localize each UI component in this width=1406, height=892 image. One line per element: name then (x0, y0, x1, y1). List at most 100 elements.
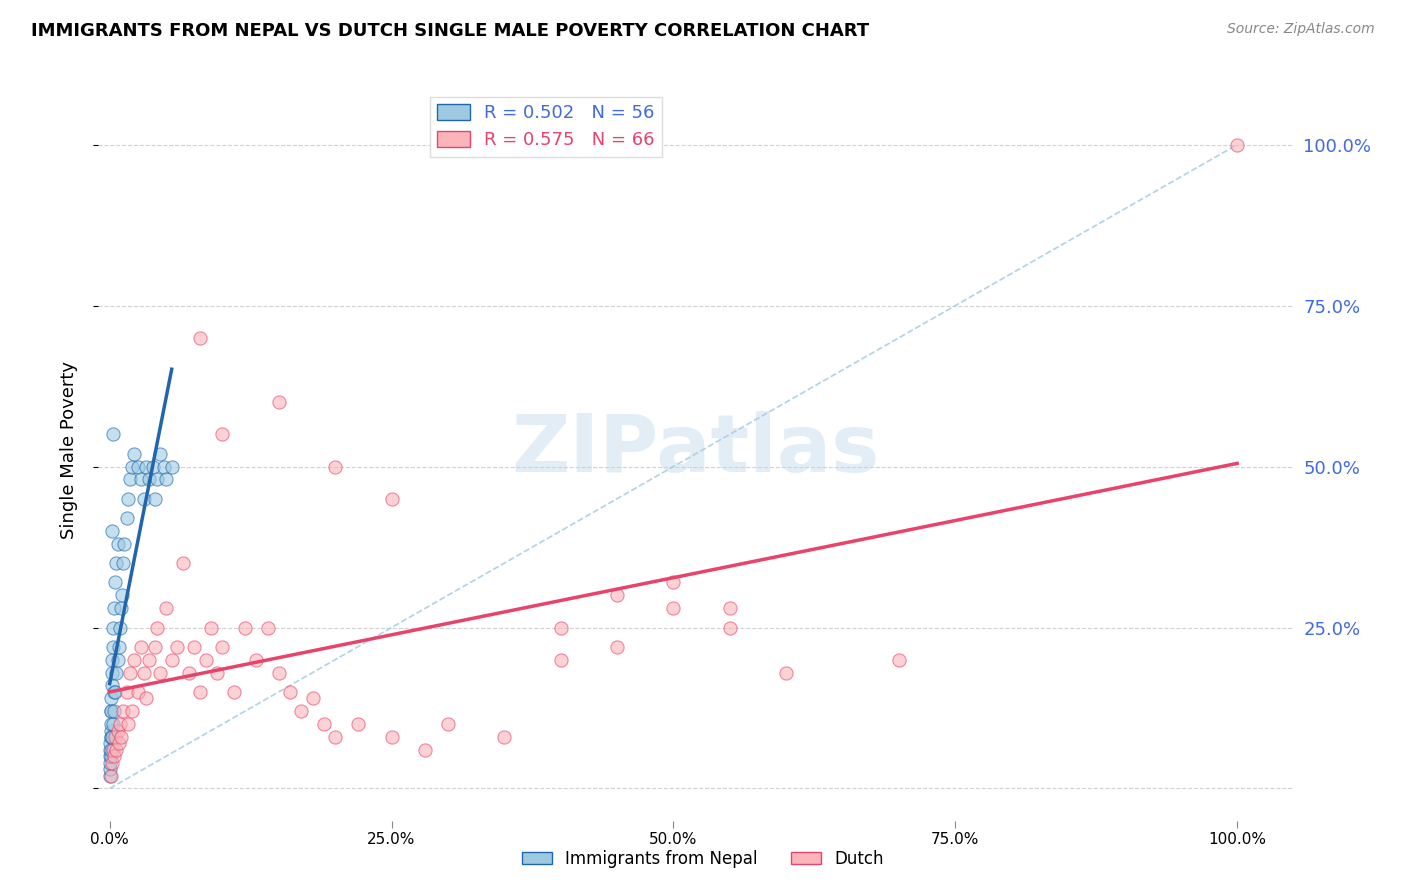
Point (108, 717, 131, 731)
Point (211, 427, 233, 442)
Point (323, 459, 346, 474)
Text: ZIPatlas: ZIPatlas (512, 411, 880, 490)
Point (104, 575, 127, 590)
Point (149, 665, 172, 680)
Text: Source: ZipAtlas.com: Source: ZipAtlas.com (1227, 22, 1375, 37)
Point (662, 601, 685, 615)
Point (112, 556, 135, 570)
Point (146, 472, 169, 486)
Point (107, 640, 129, 654)
Point (135, 459, 157, 474)
Point (100, 730, 122, 744)
Point (606, 640, 628, 654)
Text: IMMIGRANTS FROM NEPAL VS DUTCH SINGLE MALE POVERTY CORRELATION CHART: IMMIGRANTS FROM NEPAL VS DUTCH SINGLE MA… (31, 22, 869, 40)
Point (194, 653, 217, 667)
Point (100, 717, 122, 731)
Point (267, 395, 290, 409)
Point (104, 685, 127, 699)
Point (222, 685, 245, 699)
Legend: Immigrants from Nepal, Dutch: Immigrants from Nepal, Dutch (516, 844, 890, 875)
Point (118, 665, 141, 680)
Point (110, 601, 132, 615)
Point (107, 653, 129, 667)
Point (718, 601, 741, 615)
Point (550, 620, 572, 634)
Point (132, 665, 155, 680)
Point (98, 768, 121, 782)
Point (143, 640, 166, 654)
Point (323, 730, 346, 744)
Point (153, 459, 176, 474)
Point (172, 556, 194, 570)
Point (887, 653, 910, 667)
Point (129, 640, 152, 654)
Point (100, 730, 122, 744)
Point (100, 768, 122, 782)
Point (143, 491, 166, 506)
Point (103, 685, 125, 699)
Point (124, 653, 146, 667)
Point (160, 653, 183, 667)
Point (104, 730, 127, 744)
Point (127, 685, 149, 699)
Point (127, 459, 149, 474)
Point (718, 620, 741, 634)
Point (103, 704, 125, 718)
Point (100, 704, 122, 718)
Point (112, 704, 135, 718)
Y-axis label: Single Male Poverty: Single Male Poverty (59, 361, 77, 540)
Point (100, 704, 122, 718)
Point (166, 640, 188, 654)
Point (115, 511, 138, 525)
Legend: R = 0.502   N = 56, R = 0.575   N = 66: R = 0.502 N = 56, R = 0.575 N = 66 (430, 96, 662, 157)
Point (112, 537, 135, 551)
Point (380, 730, 402, 744)
Point (110, 730, 132, 744)
Point (105, 665, 128, 680)
Point (662, 575, 685, 590)
Point (245, 653, 267, 667)
Point (177, 665, 200, 680)
Point (233, 620, 256, 634)
Point (290, 704, 312, 718)
Point (101, 524, 124, 538)
Point (211, 640, 233, 654)
Point (188, 685, 211, 699)
Point (101, 620, 124, 634)
Point (188, 331, 211, 345)
Point (101, 640, 124, 654)
Point (1226, 137, 1249, 152)
Point (183, 640, 205, 654)
Point (103, 601, 125, 615)
Point (146, 620, 169, 634)
Point (115, 685, 138, 699)
Point (101, 730, 124, 744)
Point (256, 620, 278, 634)
Point (98, 743, 122, 757)
Point (160, 459, 183, 474)
Point (606, 588, 628, 602)
Point (138, 472, 160, 486)
Point (312, 717, 335, 731)
Point (100, 723, 122, 738)
Point (101, 743, 124, 757)
Point (132, 491, 155, 506)
Point (121, 704, 143, 718)
Point (101, 665, 124, 680)
Point (101, 717, 124, 731)
Point (107, 537, 129, 551)
Point (100, 749, 122, 764)
Point (98, 756, 121, 770)
Point (111, 588, 134, 602)
Point (101, 756, 124, 770)
Point (124, 447, 146, 461)
Point (100, 691, 122, 706)
Point (149, 447, 172, 461)
Point (101, 427, 124, 442)
Point (155, 472, 177, 486)
Point (121, 459, 143, 474)
Point (200, 620, 222, 634)
Point (98, 762, 121, 776)
Point (129, 472, 152, 486)
Point (775, 665, 797, 680)
